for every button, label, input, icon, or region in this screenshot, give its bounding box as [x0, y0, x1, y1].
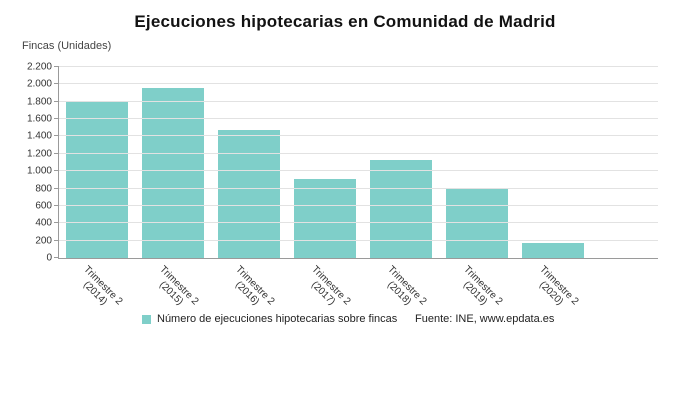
- gridline: [59, 118, 658, 120]
- y-axis-tick: [54, 100, 59, 102]
- x-axis-labels: Trimestre 2 (2014) Trimestre 2 (2015) Trimes…: [59, 258, 591, 320]
- y-tick-label: 1.000: [26, 165, 52, 177]
- bars-container: [59, 67, 591, 258]
- y-tick-label: 0: [46, 252, 52, 264]
- bar-slot: [515, 67, 591, 258]
- gridline: [59, 239, 658, 241]
- y-tick-label: 2.000: [26, 78, 52, 90]
- x-tick-label: Trimestre 2 (2014): [73, 264, 125, 315]
- x-tick-label: Trimestre 2 (2018): [377, 264, 429, 315]
- y-axis-tick: [54, 257, 59, 258]
- source-text: Fuente: INE, www.epdata.es: [415, 313, 555, 325]
- gridline: [59, 100, 658, 102]
- bar-trimestre-2-2017: [293, 179, 357, 258]
- bar-slot: [211, 67, 287, 258]
- legend-swatch: [142, 315, 151, 324]
- y-axis-tick: [54, 66, 59, 67]
- bar-trimestre-2-2016: [217, 130, 281, 258]
- bar-slot: [363, 67, 439, 258]
- bar-trimestre-2-2020: [521, 243, 585, 258]
- gridline: [59, 152, 658, 154]
- bar-slot: [59, 67, 135, 258]
- bar-slot: [135, 67, 211, 258]
- y-tick-label: 1.800: [26, 96, 52, 108]
- y-axis-tick: [54, 170, 59, 172]
- gridline: [59, 204, 658, 206]
- y-axis-tick: [54, 222, 59, 224]
- bar-slot: [439, 67, 515, 258]
- x-tick-label: Trimestre 2 (2015): [149, 264, 201, 315]
- x-tick-label: Trimestre 2 (2017): [301, 264, 353, 315]
- bar-trimestre-2-2018: [369, 159, 433, 258]
- y-tick-label: 2.200: [26, 61, 52, 73]
- bar-trimestre-2-2015: [141, 87, 205, 258]
- x-tick-label: Trimestre 2 (2016): [225, 264, 277, 315]
- gridline: [59, 170, 658, 172]
- y-axis-tick: [54, 118, 59, 120]
- y-axis-tick: [54, 83, 59, 85]
- y-axis-tick: [54, 239, 59, 241]
- bar-slot: [287, 67, 363, 258]
- x-tick-label: Trimestre 2 (2019): [453, 264, 505, 315]
- y-tick-label: 800: [35, 183, 52, 195]
- legend-label: Número de ejecuciones hipotecarias sobre…: [157, 313, 398, 325]
- y-axis-tick: [54, 204, 59, 206]
- bar-trimestre-2-2014: [65, 101, 129, 258]
- y-tick-label: 400: [35, 217, 52, 229]
- gridline: [59, 187, 658, 189]
- gridline: [59, 222, 658, 224]
- y-tick-label: 1.400: [26, 130, 52, 142]
- y-axis-tick: [54, 187, 59, 189]
- y-axis-labels: 0 200 400 600 800 1.000 1.200 1.400 1.600 1.800 2.…: [0, 62, 52, 264]
- y-tick-label: 600: [35, 200, 52, 212]
- y-axis-unit-label: Fincas (Unidades): [22, 40, 112, 52]
- y-axis-tick: [54, 152, 59, 154]
- gridline: [59, 135, 658, 137]
- legend-row: Número de ejecuciones hipotecarias sobre…: [0, 312, 690, 332]
- y-tick-label: 1.600: [26, 113, 52, 125]
- plot-area: Trimestre 2 (2014) Trimestre 2 (2015) Trimes…: [54, 66, 658, 308]
- y-tick-label: 200: [35, 235, 52, 247]
- gridline: [59, 83, 658, 85]
- y-tick-label: 1.200: [26, 148, 52, 160]
- gridline: [59, 66, 658, 67]
- chart-title: Ejecuciones hipotecarias en Comunidad de…: [134, 12, 556, 31]
- x-tick-label: Trimestre 2 (2020): [529, 264, 581, 315]
- y-axis-tick: [54, 135, 59, 137]
